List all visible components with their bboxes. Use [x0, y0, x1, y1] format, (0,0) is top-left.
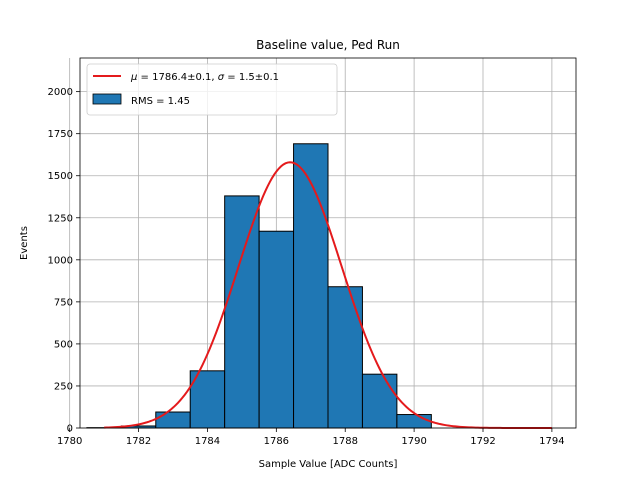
y-tick-label-1: 250 [54, 381, 73, 392]
legend: μ = 1786.4±0.1, σ = 1.5±0.1 RMS = 1.45 [86, 63, 338, 116]
x-tick-label-7: 1794 [539, 436, 564, 447]
y-tick-label-0: 0 [67, 424, 73, 435]
x-tick-label-6: 1792 [470, 436, 495, 447]
x-tick-label-0: 1780 [57, 436, 82, 447]
x-axis-ticks: 1780 1782 1784 1786 1788 1790 1792 1794 [57, 428, 565, 447]
legend-fit-label: μ = 1786.4±0.1, σ = 1.5±0.1 [130, 72, 279, 83]
legend-histogram-patch [92, 93, 122, 105]
plot-frame [79, 57, 577, 429]
x-axis-label: Sample Value [ADC Counts] [259, 459, 398, 470]
x-tick-label-3: 1786 [264, 436, 289, 447]
x-tick-label-2: 1784 [195, 436, 220, 447]
legend-histogram-label: RMS = 1.45 [131, 96, 190, 107]
histogram-bar-8 [361, 373, 398, 429]
histogram-bar-5 [258, 230, 295, 429]
histogram-bar-2 [155, 411, 191, 429]
x-tick-label-4: 1788 [332, 436, 357, 447]
y-tick-label-2: 500 [54, 339, 73, 350]
legend-sigma-symbol: σ [218, 72, 225, 83]
legend-mu-value: = 1786.4±0.1, [137, 72, 217, 83]
legend-mu-symbol: μ [130, 72, 137, 83]
histogram-bar-9 [396, 414, 432, 429]
y-axis-ticks: 0 250 500 750 1000 1250 1500 1750 2000 [48, 87, 80, 435]
y-tick-label-5: 1250 [48, 213, 73, 224]
histogram-bar-7 [327, 286, 363, 429]
legend-box [86, 63, 338, 116]
y-axis-label: Events [19, 226, 30, 260]
histogram-bar-6 [293, 143, 329, 429]
y-tick-label-6: 1500 [48, 171, 73, 182]
histogram-bar-4 [224, 195, 260, 429]
y-tick-label-7: 1750 [48, 129, 73, 140]
x-tick-label-5: 1790 [401, 436, 426, 447]
chart-title: Baseline value, Ped Run [256, 38, 400, 52]
y-tick-label-3: 750 [54, 297, 73, 308]
legend-sigma-value: = 1.5±0.1 [224, 72, 279, 83]
y-tick-label-8: 2000 [48, 87, 73, 98]
x-tick-label-1: 1782 [126, 436, 151, 447]
y-tick-label-4: 1000 [48, 255, 73, 266]
